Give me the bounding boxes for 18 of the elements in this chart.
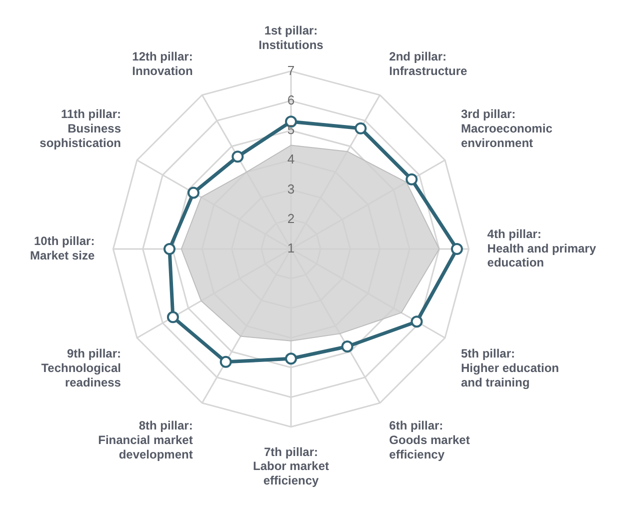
spoke-label: 11th pillar: Business sophistication [40, 107, 122, 150]
y-tick-label: 7 [287, 62, 295, 78]
spoke-label: 9th pillar: Technological readiness [41, 346, 122, 390]
y-tick-label: 1 [287, 240, 295, 256]
y-tick-label: 2 [287, 210, 295, 226]
y-tick-label: 4 [287, 152, 295, 167]
spoke-label: 7th pillar: Labor market efficiency [252, 444, 330, 488]
spoke-label: 5th pillar: Higher education and training [461, 346, 560, 390]
y-tick-label: 3 [287, 181, 295, 196]
spoke-label: 8th pillar: Financial market development [98, 418, 193, 462]
spoke-label: 12th pillar: Innovation [132, 50, 193, 78]
spoke-label: 2nd pillar: Infrastructure [389, 50, 468, 78]
spoke-label: 3rd pillar: Macroeconomic environment [461, 107, 553, 150]
spoke-label: 10th pillar: Market size [30, 234, 96, 263]
spoke-label: 1st pillar: Institutions [258, 23, 324, 52]
y-tick-label: 6 [287, 92, 295, 108]
spoke-label: 4th pillar: Health and primary education [487, 226, 596, 270]
spoke-label: 6th pillar: Goods market efficiency [389, 418, 470, 462]
